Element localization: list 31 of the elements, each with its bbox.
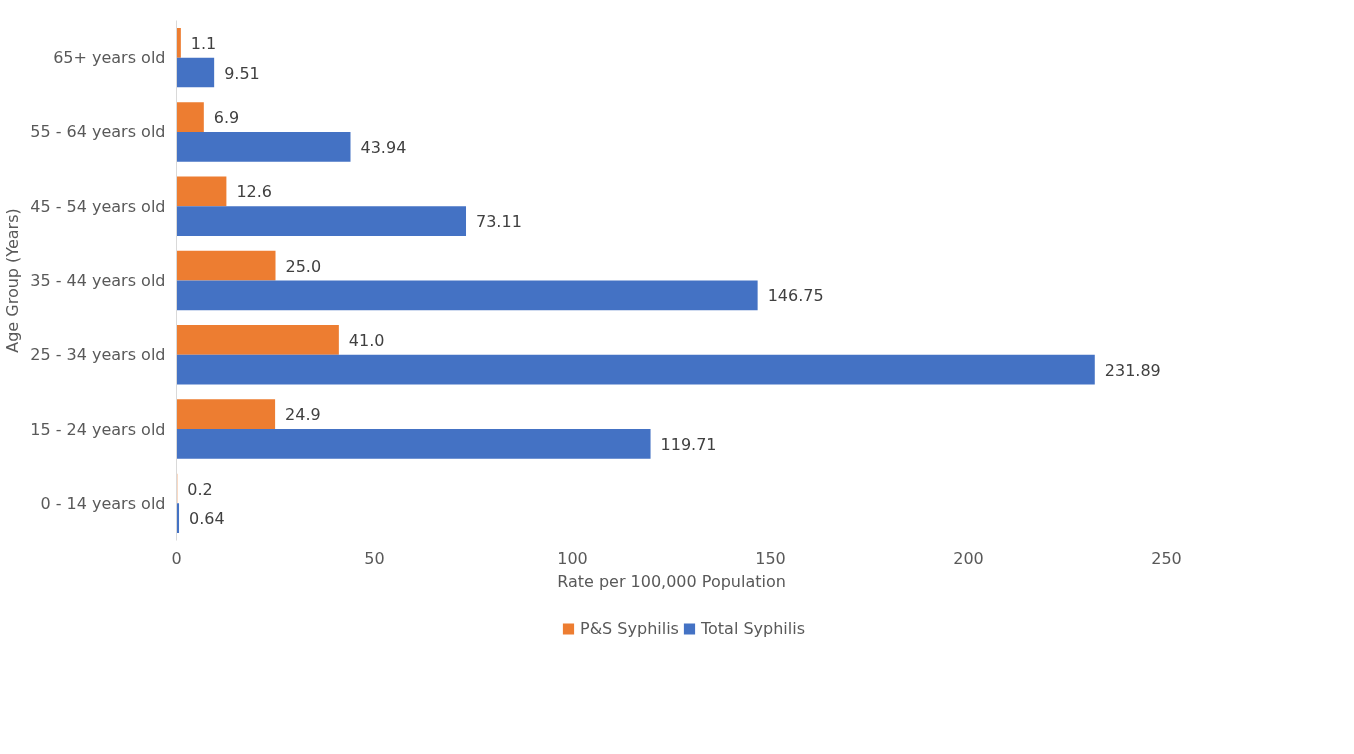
y-axis-title: Age Group (Years)	[3, 208, 23, 353]
legend-label: Total Syphilis	[700, 618, 806, 638]
y-tick-label: 55 - 64 years old	[30, 122, 166, 142]
y-tick-label: 45 - 54 years old	[30, 196, 166, 216]
data-label: 119.71	[660, 434, 717, 454]
data-label: 1.1	[190, 33, 217, 53]
data-label: 0.2	[187, 479, 213, 499]
x-tick-label: 250	[1151, 548, 1182, 568]
data-label: 146.75	[767, 286, 824, 306]
y-tick-label: 25 - 34 years old	[30, 345, 166, 365]
data-label: 41.0	[348, 330, 385, 350]
x-tick-label: 150	[755, 548, 786, 568]
data-label: 25.0	[285, 256, 322, 276]
data-label: 43.94	[360, 137, 407, 157]
data-label: 9.51	[224, 63, 260, 83]
legend-label: P&S Syphilis	[579, 618, 679, 638]
x-tick-label: 50	[364, 548, 385, 568]
x-axis-title: Rate per 100,000 Population	[557, 571, 786, 591]
data-label: 24.9	[285, 405, 321, 425]
data-label: 73.11	[476, 212, 522, 232]
y-tick-label: 65+ years old	[53, 48, 166, 68]
x-tick-label: 200	[953, 548, 984, 568]
data-label: 0.64	[189, 509, 225, 529]
data-label: 12.6	[236, 182, 273, 202]
y-tick-label: 35 - 44 years old	[30, 271, 166, 290]
data-label: 6.9	[213, 108, 240, 128]
data-label: 231.89	[1104, 360, 1161, 380]
x-tick-label: 0	[171, 548, 182, 568]
y-tick-label: 15 - 24 years old	[30, 419, 166, 439]
y-tick-label: 0 - 14 years old	[40, 493, 166, 513]
x-tick-label: 100	[557, 548, 588, 568]
